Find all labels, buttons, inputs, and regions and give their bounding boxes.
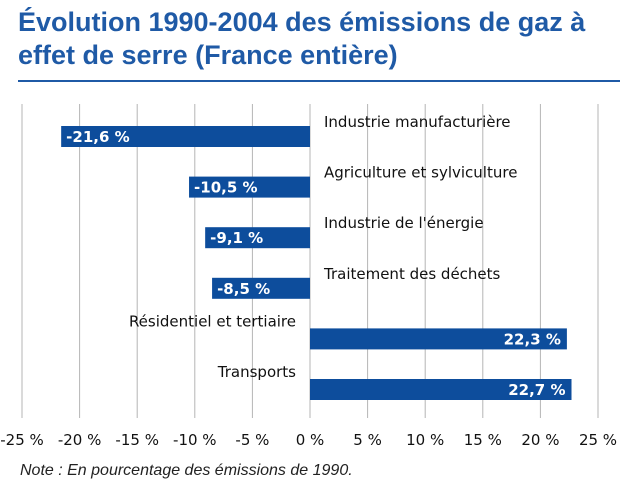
x-tick-label: -10 %: [173, 431, 217, 449]
bar: [205, 227, 310, 249]
bar: [310, 328, 567, 350]
x-tick-label: 15 %: [464, 431, 502, 449]
category-label: Industrie manufacturière: [324, 113, 511, 131]
category-label: Agriculture et sylviculture: [324, 164, 517, 182]
x-tick-label: 0 %: [296, 431, 325, 449]
x-tick-label: -15 %: [115, 431, 159, 449]
grid-lines: [21, 104, 599, 418]
x-tick-label: -25 %: [0, 431, 44, 449]
x-tick-label: 10 %: [406, 431, 444, 449]
x-tick-label: -5 %: [235, 431, 269, 449]
value-label: -9,1 %: [210, 229, 263, 247]
bar: [61, 126, 310, 147]
labels: -21,6 % Industrie manufacturière -10,5 % Ag…: [66, 113, 565, 399]
category-label: Industrie de l'énergie: [324, 214, 484, 232]
bars: [61, 126, 572, 400]
bar: [310, 379, 572, 400]
value-label: 22,3 %: [504, 330, 561, 348]
category-label: Transports: [217, 363, 296, 381]
bar: [189, 176, 310, 198]
value-label: -8,5 %: [217, 280, 270, 298]
bar: [212, 277, 310, 299]
chart-note: Note : En pourcentage des émissions de 1…: [20, 462, 353, 479]
x-axis-ticks: -25 % -20 % -15 % -10 % -5 % 0 % 5 % 10 % 15 % 20…: [0, 431, 617, 449]
x-tick-label: 5 %: [353, 431, 382, 449]
category-label: Traitement des déchets: [323, 265, 501, 283]
x-tick-label: -20 %: [58, 431, 102, 449]
value-label: 22,7 %: [508, 381, 565, 399]
x-tick-label: 25 %: [579, 431, 617, 449]
title-divider: [18, 80, 620, 82]
x-tick-label: 20 %: [521, 431, 559, 449]
value-label: -21,6 %: [66, 128, 130, 146]
chart-title: Évolution 1990-2004 des émissions de gaz…: [18, 7, 586, 70]
value-label: -10,5 %: [194, 179, 257, 197]
bar-chart: -21,6 % Industrie manufacturière -10,5 % Ag…: [0, 104, 617, 449]
category-label: Résidentiel et tertiaire: [129, 312, 296, 330]
